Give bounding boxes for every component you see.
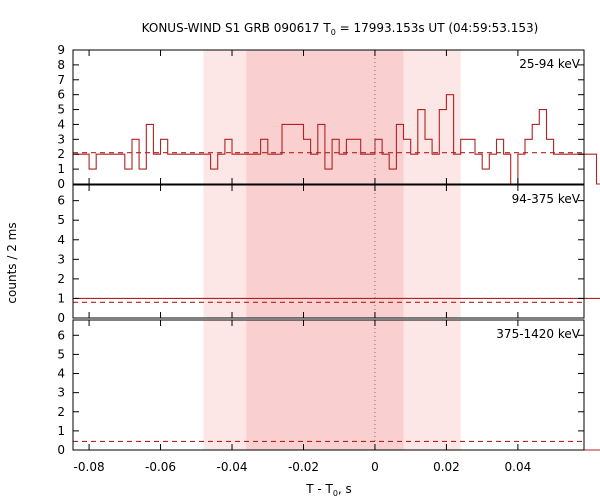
x-tick-label: 0 xyxy=(371,460,379,474)
energy-band-label: 375-1420 keV xyxy=(496,327,580,341)
x-tick-label: 0.02 xyxy=(433,460,460,474)
panel-frame xyxy=(72,184,585,319)
y-tick-label: 1 xyxy=(57,291,65,305)
panel-3: 0 1 2 3 4 5 6 375-1420 keV xyxy=(57,319,600,457)
y-tick-label: 5 xyxy=(57,347,65,361)
y-tick-label: 9 xyxy=(57,43,65,57)
x-tick-label: 0.04 xyxy=(505,460,532,474)
y-tick-label: 6 xyxy=(57,194,65,208)
energy-band-label: 25-94 keV xyxy=(519,57,581,71)
y-tick-label: 3 xyxy=(57,386,65,400)
y-axis-title: counts / 2 ms xyxy=(5,222,19,303)
y-tick-label: 3 xyxy=(57,132,65,146)
x-tick-label: -0.08 xyxy=(74,460,105,474)
y-tick-label: 1 xyxy=(57,424,65,438)
x-axis: -0.08 -0.06 -0.04 -0.02 0 0.02 0.04 xyxy=(74,50,532,474)
x-tick-label: -0.02 xyxy=(288,460,319,474)
y-tick-label: 7 xyxy=(57,73,65,87)
panel-2: 0 1 2 3 4 5 6 94-375 keV xyxy=(57,184,600,325)
y-tick-label: 5 xyxy=(57,213,65,227)
y-tick-label: 6 xyxy=(57,328,65,342)
panel-frame xyxy=(72,49,585,185)
y-tick-label: 2 xyxy=(57,405,65,419)
x-tick-label: -0.06 xyxy=(145,460,176,474)
y-tick-label: 2 xyxy=(57,272,65,286)
y-tick-label: 5 xyxy=(57,103,65,117)
shaded-interval-dark xyxy=(246,320,404,450)
y-tick-label: 4 xyxy=(57,367,65,381)
y-tick-label: 4 xyxy=(57,117,65,131)
y-tick-label: 0 xyxy=(57,443,65,457)
panel-frame xyxy=(72,319,585,451)
y-tick-label: 0 xyxy=(57,177,65,191)
x-tick-label: -0.04 xyxy=(216,460,247,474)
y-tick-label: 6 xyxy=(57,88,65,102)
y-tick-label: 2 xyxy=(57,147,65,161)
y-tick-label: 0 xyxy=(57,311,65,325)
x-axis-title: T - T0, s xyxy=(305,482,352,498)
y-tick-label: 1 xyxy=(57,162,65,176)
y-tick-label: 3 xyxy=(57,252,65,266)
chart-title: KONUS-WIND S1 GRB 090617 T0 = 17993.153s… xyxy=(142,21,539,37)
count-trace xyxy=(74,94,600,185)
shaded-interval-dark xyxy=(246,185,404,318)
y-tick-label: 8 xyxy=(57,58,65,72)
energy-band-label: 94-375 keV xyxy=(512,192,581,206)
y-tick-label: 4 xyxy=(57,233,65,247)
